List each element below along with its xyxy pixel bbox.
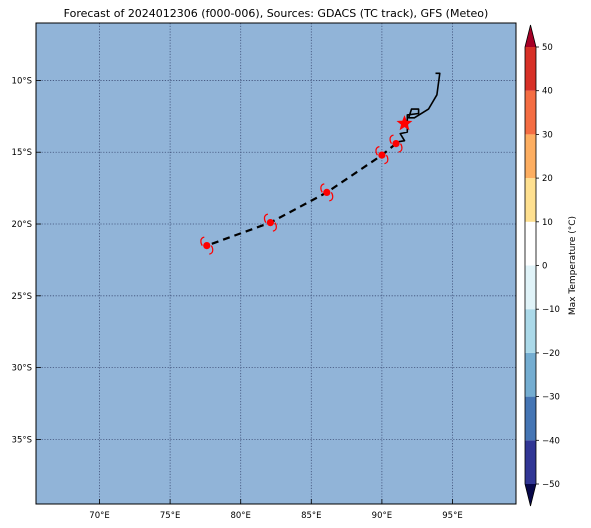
- graticule: [36, 23, 516, 504]
- colorbar-tick-label: −40: [542, 436, 560, 446]
- colorbar-tick-label: 50: [542, 43, 553, 53]
- storm-position-dot: [392, 140, 400, 148]
- lon-tick-label: 85°E: [301, 511, 321, 521]
- colorbar-tick-label: −20: [542, 349, 560, 359]
- cyclone-arm: [375, 146, 380, 156]
- cyclone-arm: [398, 143, 403, 153]
- colorbar-extend-max: [525, 25, 536, 47]
- storm-position-dot: [323, 188, 331, 196]
- map-panel: 70°E 75°E 80°E 85°E 90°E 95°E 10°S 15°S 20°S 25°S…: [12, 22, 517, 521]
- lon-tick-label: 70°E: [89, 511, 109, 521]
- lon-tick-label: 90°E: [372, 511, 392, 521]
- colorbar-level: [525, 309, 536, 353]
- colorbar-level: [525, 396, 536, 441]
- colorbar-tick-label: 0: [542, 262, 547, 272]
- cyclone-arm: [263, 213, 269, 223]
- storm-position-dot: [266, 219, 274, 227]
- cyclone-arm: [329, 192, 334, 202]
- cyclone-arm: [200, 236, 205, 246]
- colorbar-tick-label: −10: [542, 305, 560, 315]
- colorbar-level: [525, 440, 536, 484]
- cyclone-arm: [320, 183, 325, 193]
- map-frame: [35, 22, 517, 505]
- lon-tick-label: 80°E: [230, 511, 250, 521]
- colorbar-tick-label: −30: [542, 393, 560, 403]
- storm-position-dot: [203, 242, 211, 250]
- map-title: Forecast of 2024012306 (f000-006), Sourc…: [63, 7, 489, 20]
- cyclone-arm: [384, 154, 389, 165]
- current-position-star-icon: [396, 115, 413, 131]
- colorbar-tick-label: 10: [542, 218, 553, 228]
- lat-tick-label: 35°S: [12, 435, 32, 445]
- observed-track-line: [395, 72, 441, 143]
- colorbar-level: [525, 265, 536, 310]
- colorbar-level: [525, 221, 536, 266]
- colorbar-level: [525, 178, 536, 222]
- colorbar-level: [525, 90, 536, 135]
- colorbar-tick-label: 40: [542, 87, 553, 97]
- lat-tick-label: 10°S: [12, 76, 32, 86]
- cyclone-icon: [320, 183, 334, 202]
- colorbar-level: [525, 352, 536, 397]
- cyclone-icon: [389, 134, 403, 153]
- lat-tick-label: 25°S: [12, 292, 32, 302]
- cyclone-arm: [272, 222, 277, 232]
- lat-tick-label: 15°S: [12, 148, 32, 158]
- colorbar-level: [525, 47, 536, 91]
- colorbar-extend-min: [525, 484, 536, 506]
- cyclone-arm: [209, 245, 214, 255]
- colorbar: 50 40 30 20 10 0 −10 −20 −30 −40 −50 Max Temperatur…: [524, 24, 578, 507]
- lon-tick-label: 95°E: [442, 511, 462, 521]
- storm-position-dot: [378, 151, 386, 159]
- colorbar-tick-label: −50: [542, 480, 560, 490]
- colorbar-label: Max Temperature (°C): [568, 216, 578, 315]
- cyclone-arm: [389, 134, 394, 144]
- colorbar-tick-label: 20: [542, 174, 553, 184]
- colorbar-tick-label: 30: [542, 130, 553, 140]
- lon-tick-label: 75°E: [160, 511, 180, 521]
- colorbar-level: [525, 134, 536, 179]
- cyclone-icon: [375, 146, 389, 165]
- cyclone-icon: [263, 213, 277, 232]
- lat-tick-label: 20°S: [12, 220, 32, 230]
- ocean-background: [36, 23, 516, 504]
- lat-tick-label: 30°S: [12, 364, 32, 374]
- cyclone-icon: [200, 236, 214, 255]
